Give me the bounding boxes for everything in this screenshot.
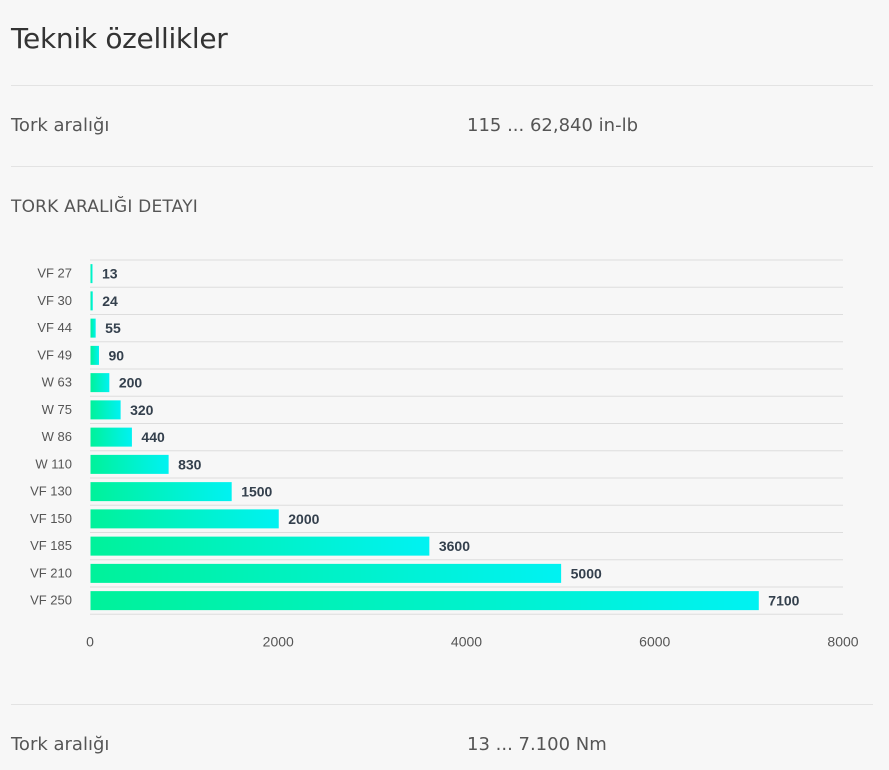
bar [90, 591, 759, 611]
category-label: VF 130 [30, 484, 72, 499]
category-label: W 63 [42, 375, 72, 390]
category-label: VF 210 [30, 565, 72, 580]
x-tick-label: 2000 [263, 633, 294, 649]
data-label: 320 [130, 402, 154, 418]
data-label: 3600 [439, 538, 470, 554]
x-tick-label: 0 [86, 633, 94, 649]
bar [90, 563, 562, 583]
divider [11, 166, 873, 167]
category-label: W 110 [35, 456, 72, 471]
category-label: VF 27 [37, 266, 72, 281]
spec-label-nm: Tork aralığı [11, 734, 110, 755]
data-label: 5000 [571, 565, 602, 581]
category-label: VF 150 [30, 511, 72, 526]
category-label: W 75 [42, 402, 72, 417]
bar [90, 345, 99, 365]
category-label: VF 49 [37, 347, 72, 362]
divider [11, 704, 873, 705]
data-label: 7100 [768, 593, 799, 609]
data-label: 200 [119, 375, 143, 391]
section-label: TORK ARALIĞI DETAYI [11, 197, 198, 217]
category-label: VF 250 [30, 593, 72, 608]
x-tick-label: 8000 [827, 633, 858, 649]
category-label: W 86 [42, 429, 72, 444]
bar [90, 454, 169, 474]
bar [90, 373, 110, 393]
data-label: 13 [102, 266, 118, 282]
data-label: 1500 [241, 484, 272, 500]
data-label: 830 [178, 456, 202, 472]
page-title: Teknik özellikler [11, 22, 228, 55]
bar [90, 509, 279, 529]
bar [90, 264, 93, 284]
bar [90, 536, 430, 556]
data-label: 24 [102, 293, 118, 309]
bar [90, 427, 132, 447]
category-label: VF 185 [30, 538, 72, 553]
category-label: VF 44 [37, 320, 72, 335]
bar [90, 482, 232, 502]
data-label: 55 [105, 320, 121, 336]
bar [90, 400, 121, 420]
spec-value-in-lb: 115 ... 62,840 in-lb [467, 115, 638, 136]
spec-value-nm: 13 ... 7.100 Nm [467, 734, 607, 755]
data-label: 440 [141, 429, 165, 445]
divider [11, 85, 873, 86]
bar [90, 291, 93, 311]
spec-label-in-lb: Tork aralığı [11, 115, 110, 136]
data-label: 90 [108, 347, 124, 363]
torque-bar-chart: VF 27 VF 30 VF 44 VF 49 W 63 W 75 W 86 W 110 VF … [30, 259, 859, 649]
x-tick-label: 6000 [639, 633, 670, 649]
x-tick-label: 4000 [451, 633, 482, 649]
data-label: 2000 [288, 511, 319, 527]
bar [90, 318, 96, 338]
category-label: VF 30 [37, 293, 72, 308]
